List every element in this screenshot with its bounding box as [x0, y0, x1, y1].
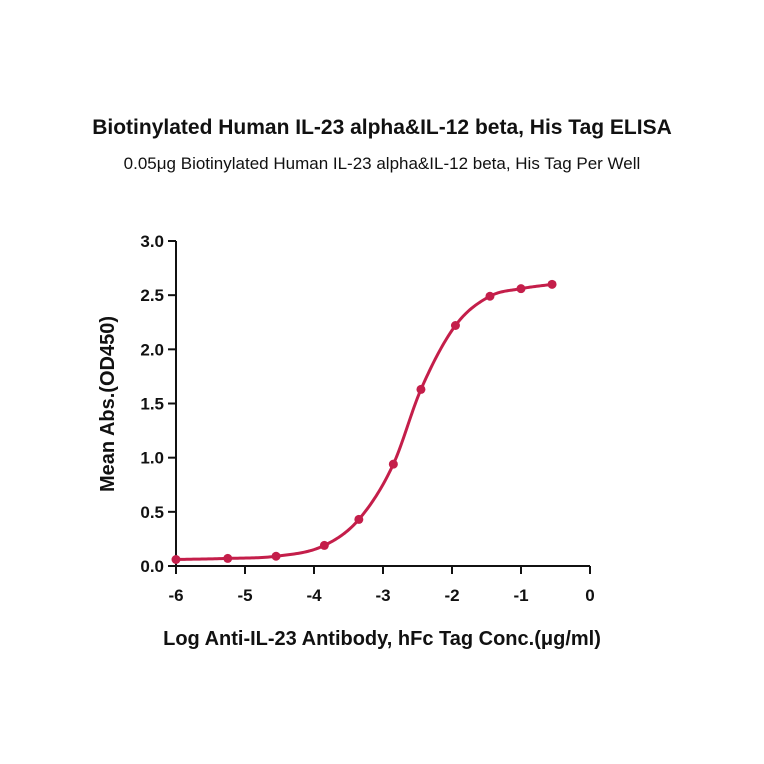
x-axis-title: Log Anti-IL-23 Antibody, hFc Tag Conc.(μ…	[163, 628, 601, 650]
data-point	[485, 291, 495, 301]
data-points-layer	[171, 279, 557, 564]
chart-subtitle: 0.05μg Biotinylated Human IL-23 alpha&IL…	[123, 154, 641, 173]
data-point	[271, 551, 281, 561]
x-tick-label: -3	[375, 586, 390, 605]
data-point	[547, 279, 557, 289]
x-tick-label: -2	[444, 586, 459, 605]
x-tick-label: -4	[306, 586, 322, 605]
data-point	[388, 459, 398, 469]
fit-curve	[175, 282, 553, 561]
data-point	[319, 540, 329, 550]
data-point	[354, 514, 364, 524]
x-tick-label: -6	[168, 586, 183, 605]
y-axis-title: Mean Abs.(OD450)	[97, 316, 119, 492]
data-point	[516, 284, 526, 294]
axes: 0.0 0.5 1.0 1.5 2.0 2.5 3.0 -6 -5 -4 -3 -2 -1 0	[140, 232, 594, 605]
y-tick-label: 0.5	[140, 503, 164, 522]
y-tick-label: 1.0	[140, 449, 164, 468]
fit-curve-layer	[175, 282, 553, 561]
x-tick-label: -1	[513, 586, 528, 605]
y-tick-label: 3.0	[140, 232, 164, 251]
x-tick-label: -5	[237, 586, 252, 605]
y-tick-label: 2.0	[140, 340, 164, 359]
y-tick-label: 0.0	[140, 557, 164, 576]
y-tick-label: 1.5	[140, 395, 164, 414]
data-point	[416, 384, 426, 394]
data-point	[223, 553, 233, 563]
chart-title: Biotinylated Human IL-23 alpha&IL-12 bet…	[92, 116, 672, 139]
data-point	[171, 555, 181, 564]
data-point	[450, 321, 460, 330]
y-tick-label: 2.5	[140, 286, 164, 305]
x-tick-label: 0	[585, 586, 594, 605]
